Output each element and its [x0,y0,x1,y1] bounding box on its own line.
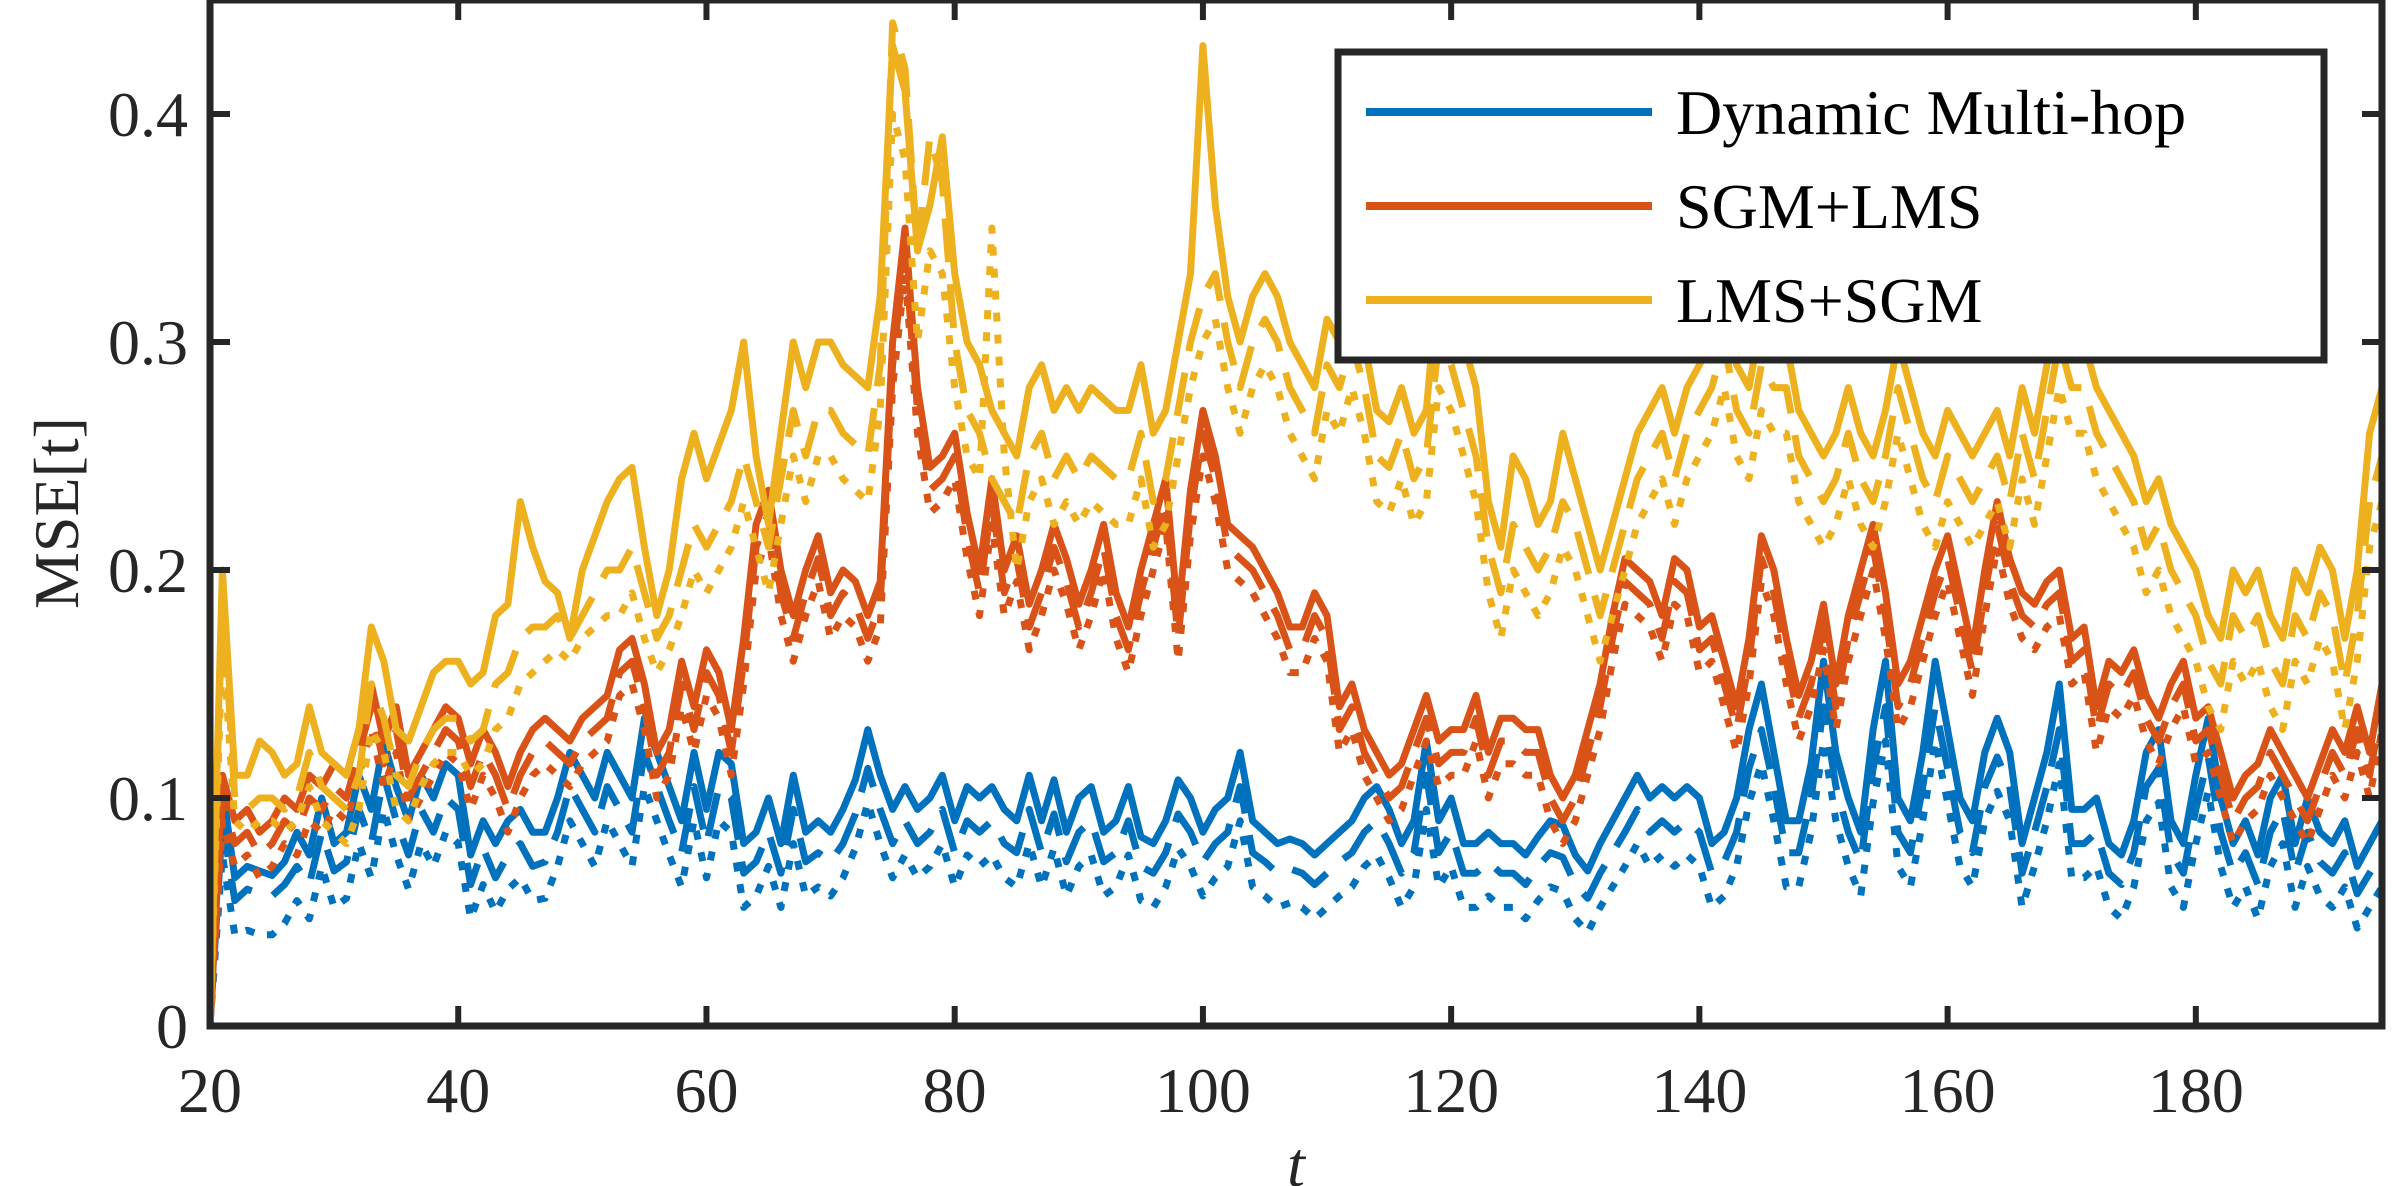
y-tick-label: 0.4 [108,79,188,150]
x-tick-label: 100 [1155,1055,1251,1126]
series-line-dynamic-multi-hop-dotted [206,737,2385,1027]
series-line-dynamic-multi-hop [206,657,2386,1027]
x-tick-label: 140 [1651,1055,1747,1126]
series-line-dynamic-multi-hop-dashed [206,703,2385,1027]
x-tick-label: 60 [674,1055,738,1126]
legend-entry-lms-sgm: LMS+SGM [1676,265,1982,336]
y-tick-label: 0.3 [108,307,188,378]
series-line-lms-sgm-dashed [206,19,2386,1027]
x-tick-label: 40 [426,1055,490,1126]
y-tick-label: 0.2 [108,535,188,606]
tick-layer: 20 40 60 80 100 120 140 160 180 0 0.1 0.2 0.3 0.4 [108,0,2382,1126]
y-tick-label: 0.1 [108,763,188,834]
x-tick-label: 80 [923,1055,987,1126]
x-tick-label: 20 [178,1055,242,1126]
axes-box [206,0,2386,1030]
y-tick-label: 0 [156,991,188,1062]
x-tick-label: 180 [2148,1055,2244,1126]
legend-entry-sgm-lms: SGM+LMS [1676,171,1982,242]
series-layer [206,19,2386,1027]
series-line-sgm-lms-dotted [206,270,2386,1027]
x-tick-label: 160 [1900,1055,1996,1126]
legend-entry-dynamic-multi-hop: Dynamic Multi-hop [1676,77,2186,148]
x-tick-label: 120 [1403,1055,1499,1126]
series-line-sgm-lms [206,224,2386,1027]
series-line-sgm-lms-dashed [206,247,2386,1027]
y-axis-label: MSE[t] [21,417,92,609]
x-axis-label: t [1287,1129,1307,1186]
legend: Dynamic Multi-hop SGM+LMS LMS+SGM [1334,48,2328,364]
series-line-lms-sgm [206,42,2386,1027]
